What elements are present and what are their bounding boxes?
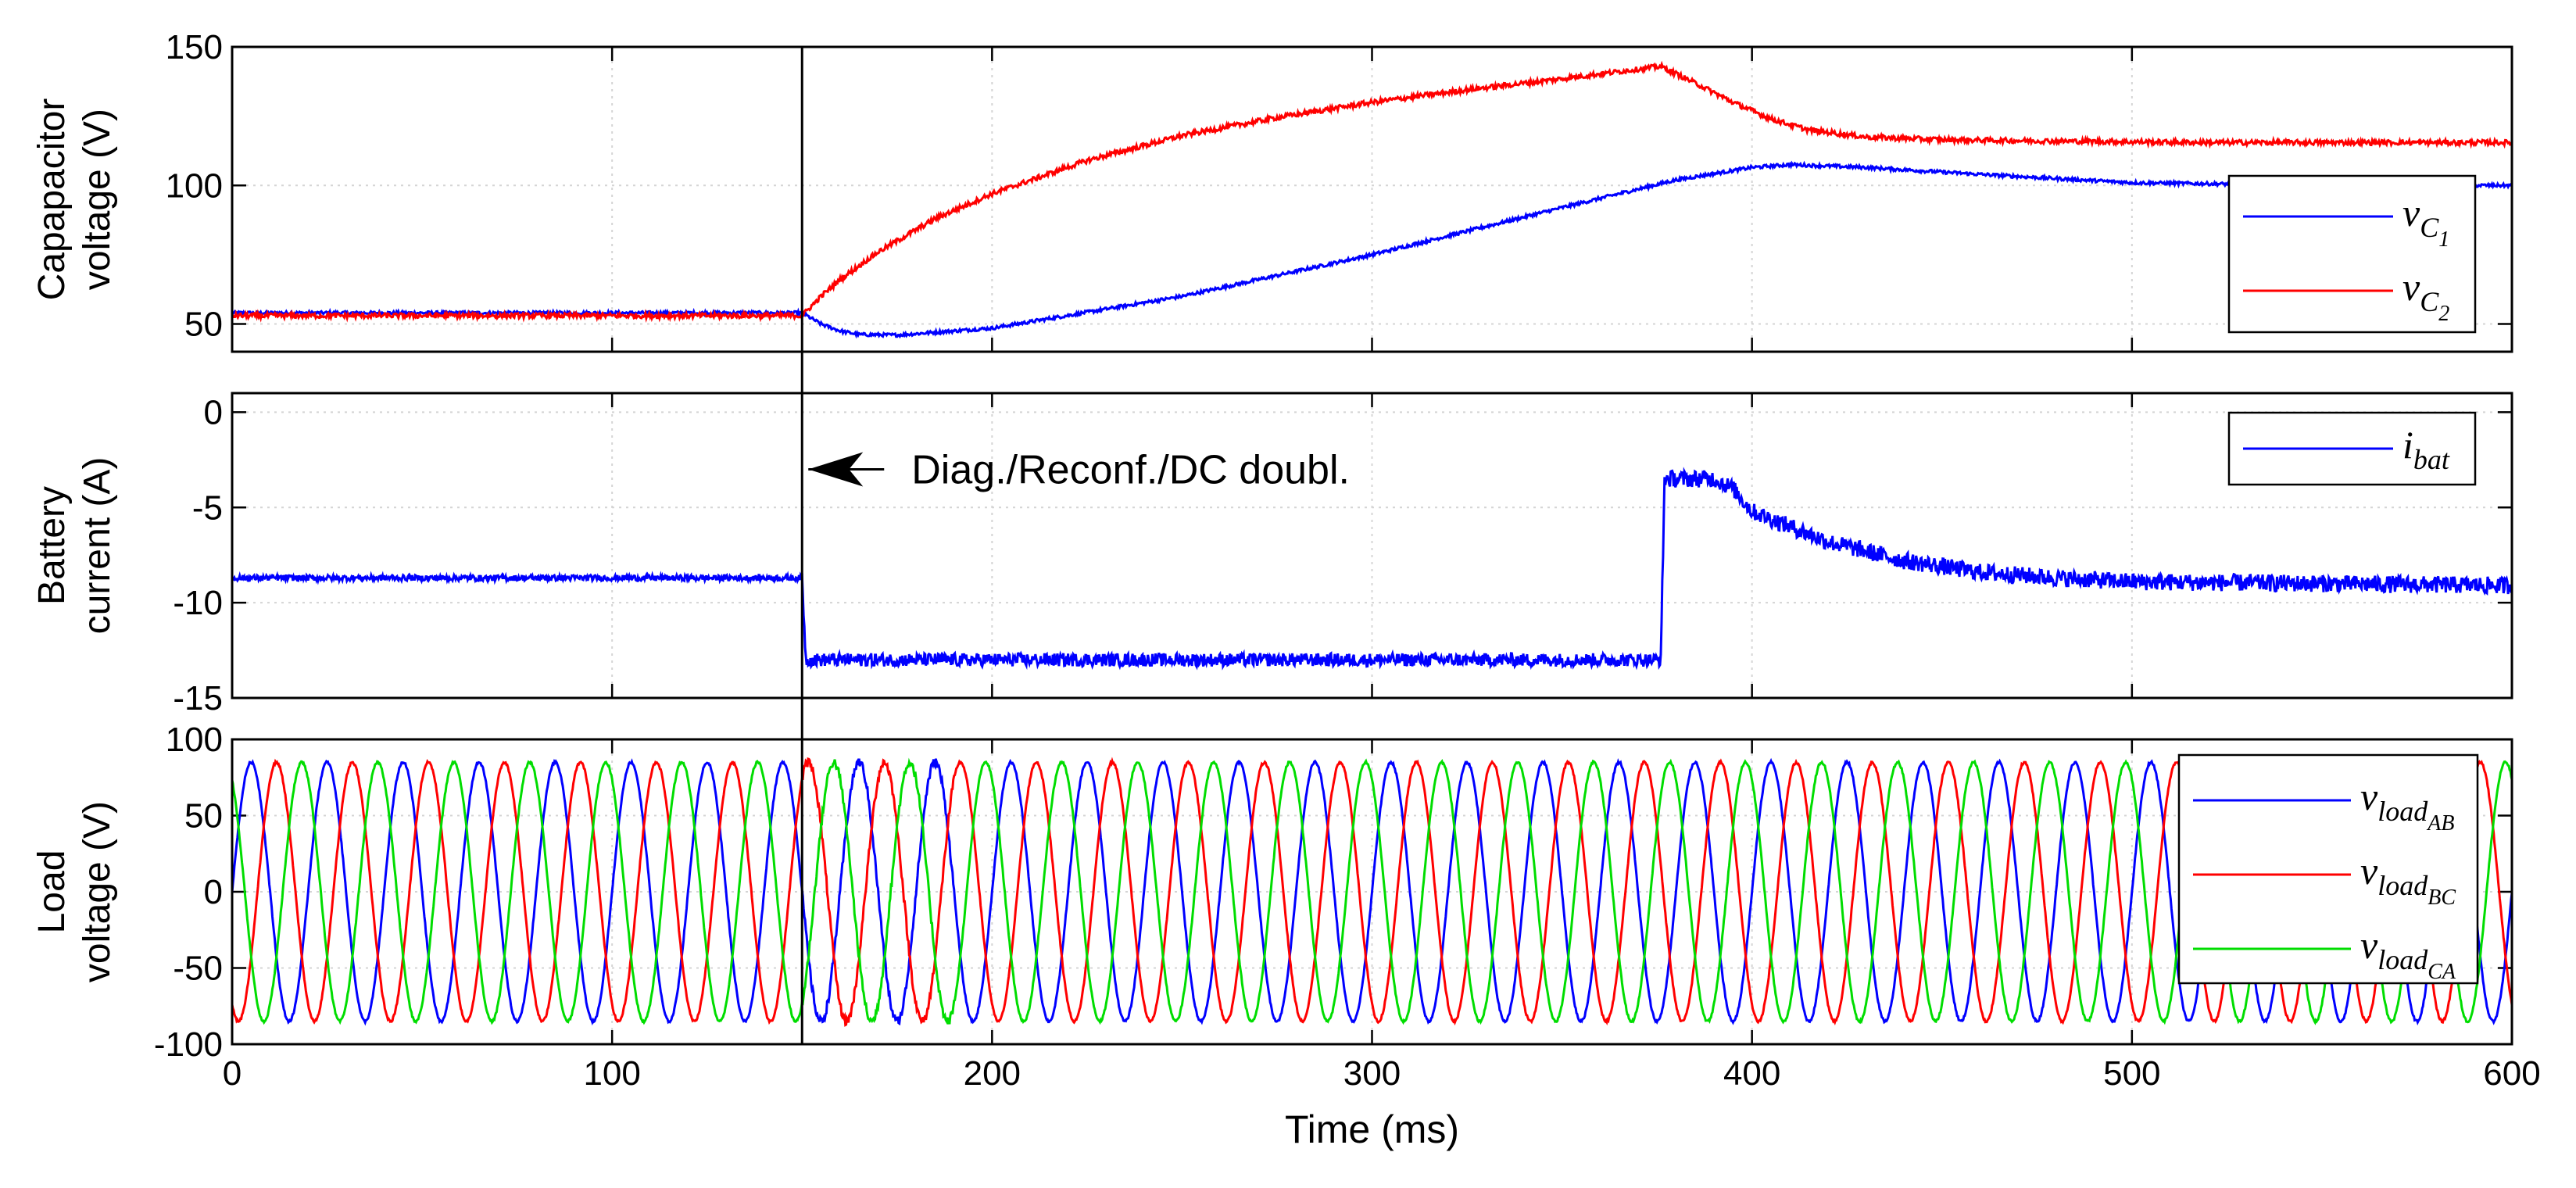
legend-label-v_load_AB: vloadAB bbox=[2360, 775, 2454, 836]
axes-frame-2 bbox=[231, 738, 2513, 1046]
legend-label-v_C1: vC1 bbox=[2402, 191, 2449, 252]
y-tick-label-2: -50 bbox=[173, 950, 223, 988]
annotation-text: Diag./Reconf./DC doubl. bbox=[911, 448, 1350, 493]
x-tick-label-2: 0 bbox=[223, 1054, 242, 1093]
x-tick-label-2: 300 bbox=[1343, 1054, 1401, 1093]
y-tick-label-1: -5 bbox=[192, 488, 223, 527]
y-tick-label-2: 100 bbox=[166, 721, 223, 759]
y-tick-label-2: 0 bbox=[204, 873, 223, 911]
y-axis-label-0: voltage (V) bbox=[77, 109, 118, 290]
axes-frame-0 bbox=[231, 45, 2513, 353]
series-line-i_bat bbox=[232, 467, 2512, 671]
y-axis-label-2: Load bbox=[31, 850, 73, 934]
y-tick-label-0: 100 bbox=[166, 166, 223, 205]
series-line-v_C1 bbox=[232, 160, 2512, 339]
y-tick-label-1: 0 bbox=[204, 393, 223, 431]
series-line-v_C2 bbox=[232, 60, 2512, 324]
y-tick-label-0: 50 bbox=[184, 306, 223, 344]
y-axis-label-1: Battery bbox=[31, 486, 73, 605]
x-tick-label-2: 500 bbox=[2103, 1054, 2160, 1093]
x-tick-label-2: 100 bbox=[583, 1054, 640, 1093]
y-tick-label-2: 50 bbox=[184, 797, 223, 836]
x-axis-label: Time (ms) bbox=[1285, 1107, 1459, 1151]
y-axis-label-1: current (A) bbox=[77, 457, 118, 635]
legend-label-i_bat: ibat bbox=[2402, 423, 2450, 475]
legend-box-0 bbox=[2227, 174, 2477, 334]
series-line-v_load_CA bbox=[232, 757, 2512, 1025]
y-tick-label-1: -15 bbox=[173, 679, 223, 717]
series-line-v_load_BC bbox=[232, 757, 2512, 1027]
legend-box-2 bbox=[2177, 753, 2479, 985]
axes-frame-1 bbox=[231, 392, 2513, 700]
x-tick-label-2: 400 bbox=[1723, 1054, 1780, 1093]
y-tick-label-1: -10 bbox=[173, 584, 223, 622]
legend-label-v_load_BC: vloadBC bbox=[2360, 849, 2456, 910]
x-tick-label-2: 600 bbox=[2483, 1054, 2540, 1093]
annotation-arrow-head bbox=[808, 452, 864, 487]
y-axis-label-2: voltage (V) bbox=[77, 801, 118, 982]
series-line-v_load_AB bbox=[232, 757, 2512, 1026]
legend-label-v_C2: vC2 bbox=[2402, 265, 2449, 326]
x-tick-label-2: 200 bbox=[964, 1054, 1021, 1093]
y-tick-label-2: -100 bbox=[154, 1025, 223, 1064]
y-tick-label-0: 150 bbox=[166, 28, 223, 66]
y-axis-label-0: Capapacitor bbox=[31, 98, 73, 301]
legend-label-v_load_CA: vloadCA bbox=[2360, 923, 2456, 984]
